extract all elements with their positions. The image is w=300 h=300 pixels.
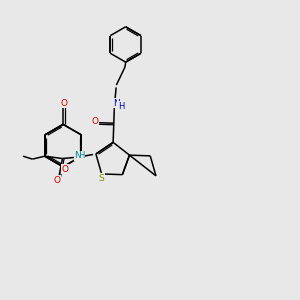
Text: O: O [91,117,98,126]
Text: H: H [78,151,85,160]
Text: O: O [53,176,60,185]
Text: N: N [113,99,120,108]
Text: O: O [60,99,67,108]
Text: S: S [99,174,104,183]
Text: O: O [61,165,68,174]
Text: H: H [118,102,124,111]
Text: N: N [74,151,81,160]
